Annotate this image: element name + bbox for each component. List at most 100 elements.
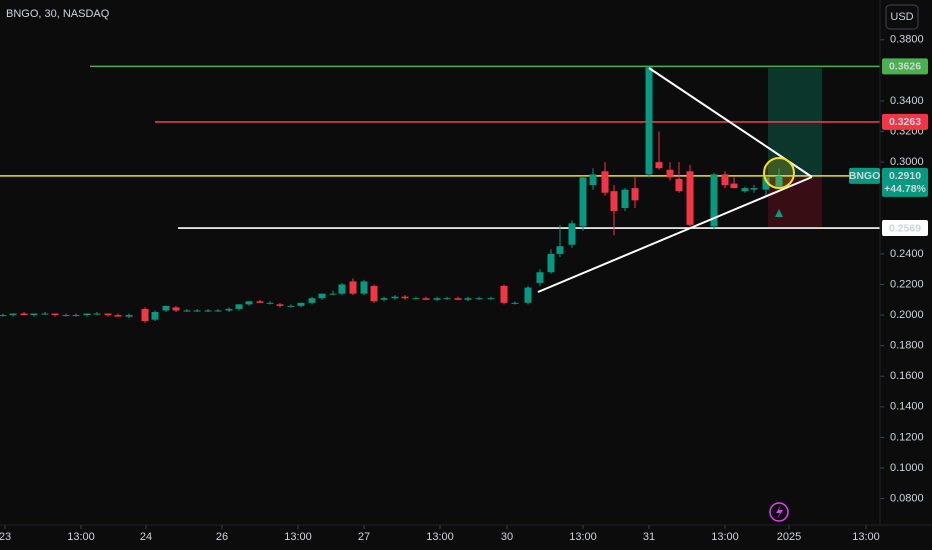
- candle-body: [318, 293, 326, 299]
- trend-line-lower: [537, 176, 813, 293]
- symbol-tag: [849, 167, 880, 184]
- x-tick-label: 23: [0, 531, 11, 543]
- y-tick-label: 0.2000: [890, 309, 924, 321]
- candle-body: [193, 310, 201, 312]
- y-tick-label: 0.1000: [890, 462, 924, 474]
- candle-body: [454, 298, 462, 300]
- candle-body: [655, 162, 663, 169]
- events-icon[interactable]: [769, 502, 789, 522]
- candle-body: [141, 308, 149, 322]
- candle-body: [308, 298, 316, 303]
- price-level-label: 0.2569: [889, 222, 921, 234]
- candle-body: [750, 188, 758, 190]
- candle-body: [276, 304, 284, 306]
- candle-body: [30, 313, 38, 316]
- candle-body: [500, 286, 508, 303]
- x-tick-label: 2025: [777, 531, 801, 543]
- candle-body: [556, 246, 564, 254]
- x-tick-label: 13:00: [426, 531, 454, 543]
- price-level-tag: [882, 58, 928, 75]
- last-price-label: 0.2910: [889, 170, 921, 182]
- y-tick-label: 0.2200: [890, 278, 924, 290]
- candle-body: [266, 302, 274, 304]
- signal-arrow: [775, 209, 783, 217]
- candle-body: [370, 286, 378, 302]
- y-tick-label: 0.3800: [890, 34, 924, 46]
- highlight-circle: [763, 157, 795, 189]
- x-tick-label: 31: [643, 531, 655, 543]
- candle-body: [443, 298, 451, 300]
- candle-body: [183, 310, 191, 312]
- candle-body: [297, 302, 305, 306]
- x-tick-label: 13:00: [569, 531, 597, 543]
- x-tick-label: 13:00: [852, 531, 880, 543]
- x-tick-label: 13:00: [711, 531, 739, 543]
- y-tick-label: 0.0800: [890, 492, 924, 504]
- candle-body: [686, 171, 694, 225]
- candle-body: [225, 308, 233, 311]
- candle-body: [775, 175, 783, 187]
- price-level-label: 0.3263: [889, 116, 921, 128]
- candle-body: [589, 174, 597, 186]
- symbol-label: BNGO: [849, 170, 881, 182]
- candle-body: [568, 223, 576, 245]
- candle-body: [579, 177, 587, 227]
- candle-body: [547, 253, 555, 273]
- candle-body: [675, 178, 683, 192]
- y-tick-label: 0.1800: [890, 340, 924, 352]
- candle-body: [380, 298, 388, 300]
- candle-body: [524, 287, 532, 303]
- candle-body: [125, 315, 133, 317]
- candle-body: [338, 284, 346, 294]
- candle-body: [93, 313, 101, 315]
- candle-body: [114, 315, 122, 317]
- candle-body: [162, 305, 170, 311]
- candle-body: [349, 281, 357, 294]
- candle-body: [610, 191, 618, 212]
- x-tick-label: 13:00: [284, 531, 312, 543]
- candle-body: [710, 174, 718, 227]
- candle-body: [62, 315, 70, 317]
- events-bolt: [776, 505, 783, 519]
- candle-body: [104, 313, 112, 316]
- x-tick-label: 27: [358, 531, 370, 543]
- candle-body: [601, 171, 609, 193]
- candle-body: [20, 313, 28, 316]
- candle-body: [245, 301, 253, 305]
- candle-body: [287, 305, 295, 307]
- candle-body: [329, 293, 337, 295]
- x-tick-label: 13:00: [67, 531, 95, 543]
- y-tick-label: 0.2400: [890, 248, 924, 260]
- candle-body: [621, 189, 629, 208]
- y-tick-label: 0.1400: [890, 401, 924, 413]
- x-tick-label: 24: [140, 531, 152, 543]
- candle-body: [730, 183, 738, 189]
- change-label: +44.78%: [884, 183, 926, 195]
- candle-body: [256, 301, 264, 303]
- currency-button[interactable]: [885, 4, 919, 30]
- y-tick-label: 0.3400: [890, 95, 924, 107]
- candle-body: [464, 298, 472, 300]
- candle-body: [204, 310, 212, 312]
- candle-body: [51, 313, 59, 316]
- candle-body: [487, 298, 495, 300]
- candle-body: [214, 310, 222, 312]
- candle-body: [41, 313, 49, 315]
- y-tick-label: 0.3000: [890, 156, 924, 168]
- candle-body: [475, 298, 483, 300]
- candle-body: [422, 298, 430, 300]
- x-tick-label: 30: [501, 531, 513, 543]
- candle-body: [631, 188, 639, 201]
- currency: USD: [890, 11, 913, 23]
- last-price-tag: [882, 167, 928, 197]
- candle-body: [83, 313, 91, 316]
- candle-body: [666, 169, 674, 178]
- candle-body: [645, 67, 653, 175]
- y-tick-label: 0.1600: [890, 370, 924, 382]
- candle-body: [151, 312, 159, 320]
- candle-body: [72, 315, 80, 317]
- candle-body: [433, 298, 441, 300]
- candle-body: [401, 296, 409, 299]
